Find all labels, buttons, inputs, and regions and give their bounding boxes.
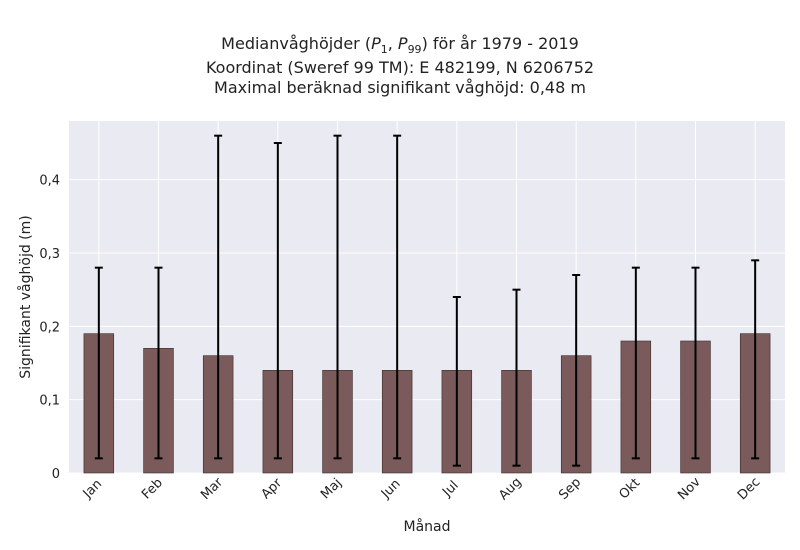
x-tick-label: Nov	[675, 475, 704, 504]
x-tick-label: Mar	[198, 475, 226, 503]
x-tick-label: Feb	[139, 476, 166, 503]
x-axis-label: Månad	[404, 518, 451, 535]
y-tick-label: 0	[52, 467, 60, 482]
chart-title-line-1: Medianvåghöjder (P1, P99) för år 1979 - …	[221, 34, 579, 57]
error-bar	[512, 288, 521, 467]
error-bar	[154, 266, 163, 460]
error-bar	[572, 274, 581, 467]
y-axis-label: Signifikant våghöjd (m)	[17, 215, 34, 378]
error-bar	[214, 134, 223, 460]
error-bar	[94, 266, 103, 460]
y-tick-label: 0,2	[39, 320, 60, 335]
error-bar	[631, 266, 640, 460]
x-tick-label: Maj	[318, 476, 345, 503]
x-tick-labels: Jan Feb Mar Apr Maj Jun Jul Aug Sep Okt Nov Dec	[80, 475, 764, 504]
chart-title-line-2: Koordinat (Sweref 99 TM): E 482199, N 62…	[205, 58, 595, 77]
y-tick-label: 0,4	[39, 174, 60, 189]
x-tick-label: Jan	[80, 477, 105, 502]
x-tick-label: Okt	[616, 476, 643, 503]
x-tick-label: Sep	[556, 475, 584, 503]
y-tick-labels: 0 0,1 0,2 0,3 0,4	[39, 174, 60, 482]
error-bar	[452, 296, 461, 467]
error-bar	[691, 266, 700, 460]
y-tick-label: 0,3	[39, 247, 60, 262]
error-bar	[273, 142, 282, 460]
x-tick-label: Aug	[496, 475, 525, 504]
error-bar	[333, 134, 342, 460]
error-bar	[751, 259, 760, 460]
x-tick-label: Apr	[259, 475, 286, 502]
y-tick-label: 0,1	[39, 394, 60, 409]
plot-area	[69, 121, 785, 473]
error-bar	[393, 134, 402, 460]
chart-title-line-3: Maximal beräknad signifikant våghöjd: 0,…	[214, 78, 586, 97]
x-tick-label: Dec	[735, 475, 763, 503]
x-tick-label: Jun	[378, 477, 404, 503]
error-bars	[94, 134, 760, 467]
x-tick-label: Jul	[439, 478, 461, 500]
